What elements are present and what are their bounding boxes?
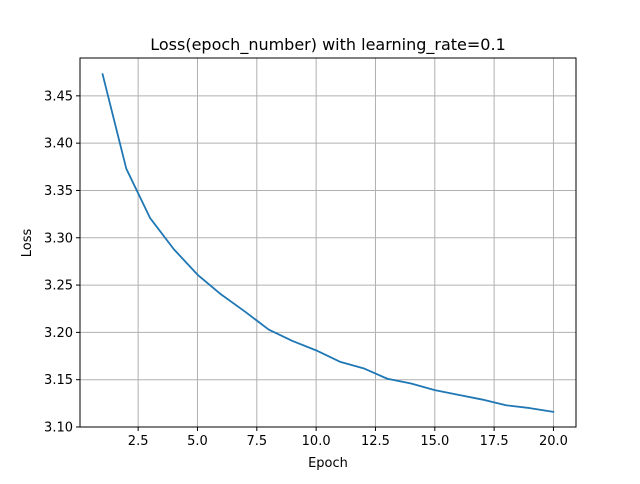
x-tick-label: 17.5 <box>480 434 509 449</box>
y-tick-label: 3.45 <box>44 89 73 104</box>
y-tick-label: 3.10 <box>44 421 73 436</box>
plot-area <box>80 58 576 427</box>
x-tick-label: 7.5 <box>246 434 267 449</box>
y-tick-label: 3.20 <box>44 326 73 341</box>
chart-title: Loss(epoch_number) with learning_rate=0.… <box>150 35 506 55</box>
x-tick-label: 2.5 <box>128 434 149 449</box>
x-tick-label: 10.0 <box>302 434 331 449</box>
x-tick-label: 15.0 <box>420 434 449 449</box>
y-axis-label: Loss <box>20 229 35 258</box>
x-tick-label: 20.0 <box>539 434 568 449</box>
x-tick-label: 5.0 <box>187 434 208 449</box>
y-tick-label: 3.35 <box>44 184 73 199</box>
y-tick-label: 3.15 <box>44 373 73 388</box>
y-tick-label: 3.40 <box>44 137 73 152</box>
y-tick-label: 3.30 <box>44 231 73 246</box>
y-tick-label: 3.25 <box>44 279 73 294</box>
x-tick-label: 12.5 <box>361 434 390 449</box>
x-axis-label: Epoch <box>308 456 348 471</box>
